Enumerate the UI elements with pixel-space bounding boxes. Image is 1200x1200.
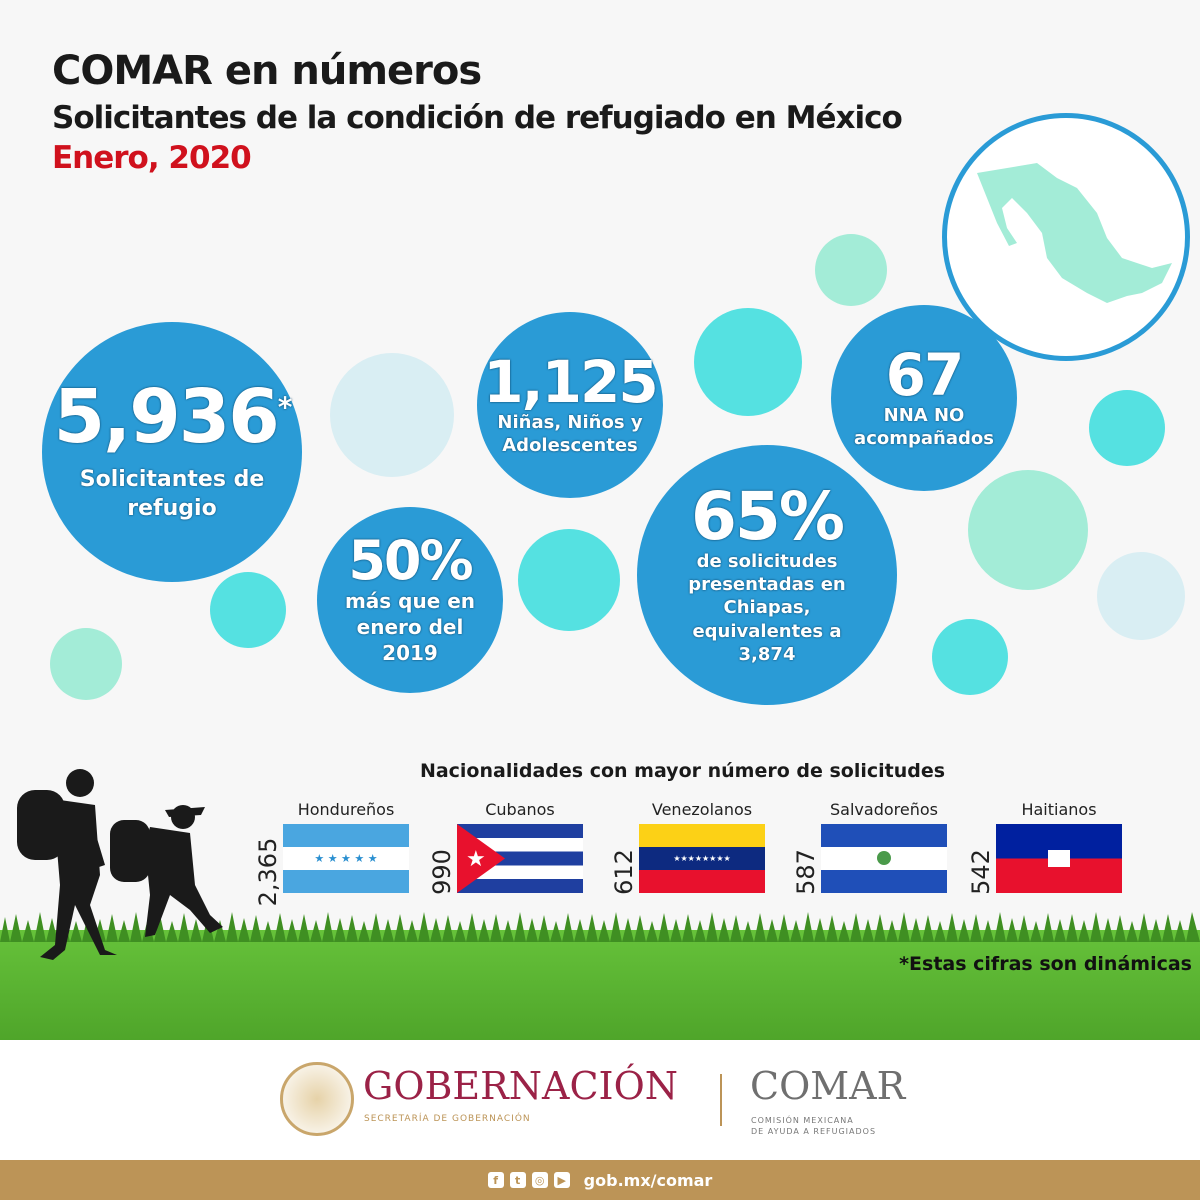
stat-minors-circle: 1,125 Niñas, Niños y Adolescentes <box>477 312 663 498</box>
haiti-flag-icon <box>996 824 1122 893</box>
grass-blades <box>0 912 1200 942</box>
stat-minors-value: 1,125 <box>483 347 658 416</box>
nationality-count: 587 <box>792 849 820 895</box>
stat-increase-value: 50% <box>348 529 473 592</box>
bubble <box>50 628 122 700</box>
bubble <box>815 234 887 306</box>
el-salvador-flag-icon <box>821 824 947 893</box>
page-subtitle: Solicitantes de la condición de refugiad… <box>52 100 903 136</box>
stat-total-label: Solicitantes de refugio <box>79 467 265 521</box>
nationality-label: Haitianos <box>1021 800 1097 819</box>
bubble <box>1097 552 1185 640</box>
gobernacion-logo-text: GOBERNACIÓN <box>363 1064 678 1108</box>
twitter-icon[interactable]: t <box>509 1172 526 1188</box>
stat-minors-label: Niñas, Niños y Adolescentes <box>497 411 643 456</box>
cuba-flag-icon: ★ <box>457 824 583 893</box>
nationality-label: Hondureños <box>297 800 395 819</box>
stat-total-value: 5,936 <box>53 374 280 461</box>
nationality-label: Salvadoreños <box>830 800 938 819</box>
comar-logo-text: COMAR <box>750 1064 906 1108</box>
venezuela-flag-icon: ★★★★★★★★ <box>639 824 765 893</box>
instagram-icon[interactable]: ◎ <box>531 1172 548 1188</box>
stat-increase-circle: 50% más que en enero del 2019 <box>317 507 503 693</box>
nationality-count: 990 <box>428 849 456 895</box>
facebook-icon[interactable]: f <box>487 1172 504 1188</box>
youtube-icon[interactable]: ▶ <box>553 1172 570 1188</box>
honduras-flag-icon: ★ ★ ★ ★ ★ <box>283 824 409 893</box>
bubble <box>518 529 620 631</box>
footer: GOBERNACIÓN SECRETARÍA DE GOBERNACIÓN CO… <box>0 1040 1200 1160</box>
stat-increase-label: más que en enero del 2019 <box>344 589 476 665</box>
gobernacion-subtitle: SECRETARÍA DE GOBERNACIÓN <box>364 1114 531 1124</box>
stat-chiapas-value: 65% <box>691 477 845 555</box>
bubble <box>1089 390 1165 466</box>
bubble <box>932 619 1008 695</box>
social-bar: f t ◎ ▶ gob.mx/comar <box>0 1160 1200 1200</box>
comar-subtitle-2: DE AYUDA A REFUGIADOS <box>751 1127 877 1136</box>
mexico-map-circle <box>942 113 1190 361</box>
nationality-count: 2,365 <box>254 837 282 907</box>
nationality-count: 542 <box>967 849 995 895</box>
stat-unaccompanied-value: 67 <box>885 340 965 409</box>
stat-chiapas-label: de solicitudes presentadas en Chiapas, e… <box>688 550 846 642</box>
nationality-count: 612 <box>610 849 638 895</box>
stat-unaccompanied-label: NNA NO acompañados <box>854 404 994 449</box>
svg-text:★: ★ <box>466 847 486 872</box>
stat-chiapas-amount: 3,874 <box>738 644 796 666</box>
grass <box>0 912 1200 1040</box>
page-date: Enero, 2020 <box>52 140 252 176</box>
hikers-silhouette-icon <box>17 769 223 960</box>
nationality-label: Cubanos <box>485 800 555 819</box>
nationality-label: Venezolanos <box>651 800 753 819</box>
divider <box>720 1074 722 1126</box>
stat-unaccompanied-circle: 67 NNA NO acompañados <box>831 305 1017 491</box>
nationalities-title: Nacionalidades con mayor número de solic… <box>419 760 946 782</box>
bubble <box>210 572 286 648</box>
comar-subtitle-1: COMISIÓN MEXICANA <box>751 1116 854 1125</box>
bubble <box>694 308 802 416</box>
bubble <box>330 353 454 477</box>
mexico-map-icon <box>977 163 1172 303</box>
page-title: COMAR en números <box>52 48 482 94</box>
bubble <box>968 470 1088 590</box>
stat-total-circle: 5,936* Solicitantes de refugio <box>42 322 302 582</box>
dynamic-figures-note: *Estas cifras son dinámicas <box>899 953 1192 975</box>
stat-chiapas-circle: 65% de solicitudes presentadas en Chiapa… <box>637 445 897 705</box>
website-link[interactable]: gob.mx/comar <box>583 1170 713 1190</box>
national-seal-logo <box>280 1062 354 1136</box>
asterisk: * <box>277 390 293 424</box>
